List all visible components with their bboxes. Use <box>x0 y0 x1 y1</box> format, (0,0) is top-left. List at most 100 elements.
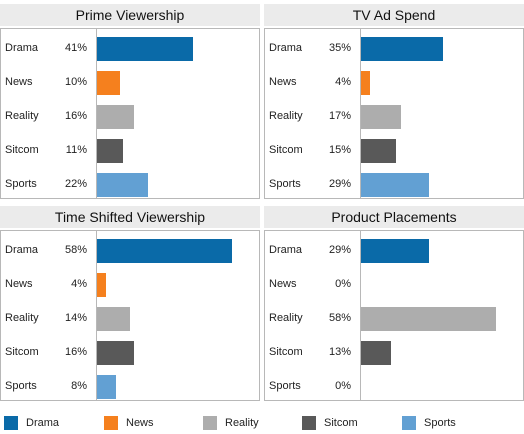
value-label: 4% <box>335 76 351 88</box>
value-label: 29% <box>328 178 351 190</box>
legend-label: Drama <box>26 417 60 429</box>
bar-sports <box>361 173 429 197</box>
bar-drama <box>97 37 193 61</box>
legend: Drama News Reality Sitcom Sports <box>0 412 524 434</box>
bar-row: News 10% <box>1 66 259 100</box>
bar-reality <box>97 105 134 129</box>
bar-row: Reality 16% <box>1 100 259 134</box>
category-label: News <box>269 76 297 88</box>
value-label: 22% <box>64 178 87 190</box>
bar-row: Sports 0% <box>265 370 523 404</box>
chart-panel: TV Ad Spend Drama 35% News 4% Reality 17% Sitco… <box>264 4 524 199</box>
panel-title: Product Placements <box>264 206 524 228</box>
value-label: 13% <box>328 346 351 358</box>
bar-row: Sitcom 16% <box>1 336 259 370</box>
value-label: 16% <box>64 110 87 122</box>
value-label: 15% <box>328 144 351 156</box>
category-label: Drama <box>5 42 39 54</box>
y-axis-line <box>360 231 361 400</box>
category-label: News <box>269 278 297 290</box>
category-label: Sports <box>269 380 301 392</box>
chart-panel: Product Placements Drama 29% News 0% Reality 5… <box>264 206 524 401</box>
panel-title: Time Shifted Viewership <box>0 206 260 228</box>
y-axis-line <box>96 29 97 198</box>
category-label: Reality <box>269 312 303 324</box>
bar-row: Drama 29% <box>265 234 523 268</box>
value-label: 0% <box>335 278 351 290</box>
bar-reality <box>361 105 401 129</box>
bar-row: Sitcom 15% <box>265 134 523 168</box>
bar-sports <box>97 375 116 399</box>
legend-swatch <box>302 416 316 430</box>
bar-news <box>97 273 106 297</box>
legend-label: Sports <box>424 417 456 429</box>
legend-swatch <box>4 416 18 430</box>
panel-plot-area: Drama 35% News 4% Reality 17% Sitcom 15% Sports 2… <box>264 28 524 199</box>
bar-row: News 0% <box>265 268 523 302</box>
value-label: 58% <box>64 244 87 256</box>
bar-row: Reality 17% <box>265 100 523 134</box>
category-label: Sitcom <box>5 346 39 358</box>
value-label: 4% <box>71 278 87 290</box>
category-label: News <box>5 76 33 88</box>
bar-row: Drama 35% <box>265 32 523 66</box>
bar-sitcom <box>97 139 123 163</box>
bar-row: Sports 8% <box>1 370 259 404</box>
panel-plot-area: Drama 41% News 10% Reality 16% Sitcom 11% Sports… <box>0 28 260 199</box>
value-label: 41% <box>64 42 87 54</box>
value-label: 35% <box>328 42 351 54</box>
bar-row: Drama 58% <box>1 234 259 268</box>
category-label: Sitcom <box>269 144 303 156</box>
bar-row: Drama 41% <box>1 32 259 66</box>
bar-row: Sitcom 13% <box>265 336 523 370</box>
value-label: 16% <box>64 346 87 358</box>
bar-row: News 4% <box>1 268 259 302</box>
value-label: 17% <box>328 110 351 122</box>
chart-panel: Prime Viewership Drama 41% News 10% Reality 16… <box>0 4 260 199</box>
bar-row: Sitcom 11% <box>1 134 259 168</box>
bar-row: Sports 22% <box>1 168 259 202</box>
category-label: Sports <box>269 178 301 190</box>
category-label: Sitcom <box>269 346 303 358</box>
value-label: 29% <box>328 244 351 256</box>
bar-drama <box>361 239 429 263</box>
bar-row: Sports 29% <box>265 168 523 202</box>
bar-news <box>97 71 120 95</box>
bar-reality <box>97 307 130 331</box>
legend-label: News <box>126 417 154 429</box>
value-label: 14% <box>64 312 87 324</box>
panel-title: TV Ad Spend <box>264 4 524 26</box>
legend-swatch <box>203 416 217 430</box>
panel-title: Prime Viewership <box>0 4 260 26</box>
bar-sitcom <box>97 341 134 365</box>
bar-news <box>361 71 370 95</box>
category-label: Reality <box>269 110 303 122</box>
bar-drama <box>97 239 232 263</box>
bar-row: News 4% <box>265 66 523 100</box>
category-label: Drama <box>5 244 39 256</box>
value-label: 0% <box>335 380 351 392</box>
bar-reality <box>361 307 496 331</box>
panel-plot-area: Drama 58% News 4% Reality 14% Sitcom 16% Sports 8… <box>0 230 260 401</box>
category-label: Drama <box>269 42 303 54</box>
bar-row: Reality 14% <box>1 302 259 336</box>
chart-panel: Time Shifted Viewership Drama 58% News 4% Rea… <box>0 206 260 401</box>
category-label: Sports <box>5 380 37 392</box>
category-label: Drama <box>269 244 303 256</box>
value-label: 10% <box>64 76 87 88</box>
panel-plot-area: Drama 29% News 0% Reality 58% Sitcom 13% Sports 0… <box>264 230 524 401</box>
category-label: Reality <box>5 312 39 324</box>
legend-label: Reality <box>225 417 259 429</box>
category-label: Sports <box>5 178 37 190</box>
bar-sitcom <box>361 341 391 365</box>
category-label: News <box>5 278 33 290</box>
category-label: Reality <box>5 110 39 122</box>
legend-swatch <box>402 416 416 430</box>
bar-sitcom <box>361 139 396 163</box>
legend-swatch <box>104 416 118 430</box>
y-axis-line <box>96 231 97 400</box>
value-label: 8% <box>71 380 87 392</box>
category-label: Sitcom <box>5 144 39 156</box>
bar-sports <box>97 173 148 197</box>
y-axis-line <box>360 29 361 198</box>
